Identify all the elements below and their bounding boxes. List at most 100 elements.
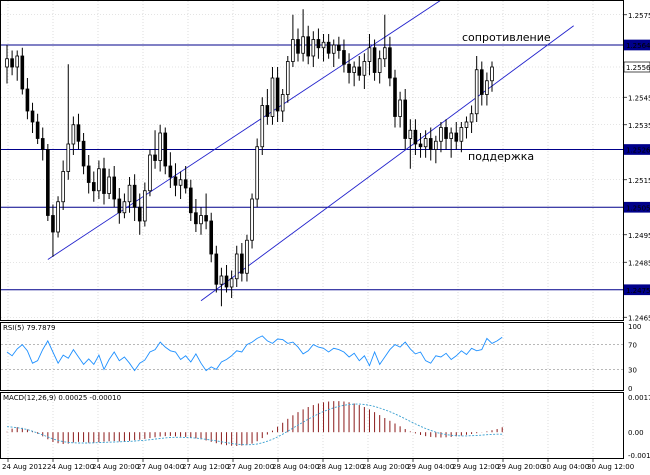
price-tick-label: 1.2485 [628,259,650,267]
candle-bearish [184,180,187,188]
candle-bearish [297,40,300,54]
candle-bearish [118,199,121,213]
candle-bullish [378,59,381,73]
candle-bearish [358,67,361,75]
candle-bearish [429,139,432,150]
price-tick-label: 1.2505 [626,204,650,212]
candle-bearish [240,254,243,273]
candle-bearish [327,42,330,53]
candle-bullish [281,95,284,112]
candle-bearish [215,254,218,284]
candle-bullish [440,128,443,142]
candle-bearish [276,78,279,111]
resistance-label: сопротивление [462,31,551,44]
candle-bearish [103,169,106,194]
candle-bearish [307,37,310,56]
time-tick-label: 29 Aug 12:00 [452,463,499,471]
time-tick-label: 24 Aug 12:00 [47,463,94,471]
candle-bearish [189,188,192,213]
price-tick-label: 1.2465 [628,314,650,322]
candle-bullish [57,202,60,232]
rsi-tick-label: 100 [628,323,641,331]
candle-bullish [434,141,437,149]
candle-bearish [52,216,55,233]
rsi-tick-label: 0 [628,385,632,393]
candle-bearish [113,177,116,199]
time-tick-label: 28 Aug 04:00 [272,463,319,471]
candle-bullish [251,199,254,240]
candle-bearish [31,111,34,122]
candle-bearish [194,213,197,224]
candle-bearish [92,183,95,191]
candle-bearish [373,48,376,73]
candle-bearish [343,51,346,65]
candle-bullish [108,177,111,194]
candle-bullish [470,114,473,122]
candle-bullish [409,130,412,138]
candle-bearish [455,133,458,141]
candle-bearish [164,133,167,166]
candle-bullish [465,122,468,128]
candle-bullish [491,67,494,81]
candle-bullish [159,133,162,161]
macd-tick-label: 0.00 [628,429,644,437]
candle-bullish [460,128,463,142]
time-tick-label: 29 Aug 20:00 [497,463,544,471]
candle-bearish [394,78,397,117]
price-tick-label: 1.2535 [628,122,650,130]
candle-bearish [11,59,14,67]
candle-bullish [353,67,356,73]
macd-tick-label: -0.00116 [628,452,650,460]
candle-bullish [143,191,146,221]
time-tick-label: 29 Aug 04:00 [407,463,454,471]
candle-bullish [179,180,182,186]
candle-bearish [337,45,340,51]
candle-bearish [414,130,417,144]
candle-bullish [67,144,70,172]
time-tick-label: 24 Aug 2012 [2,463,47,471]
candle-bullish [450,133,453,139]
candle-bearish [169,166,172,177]
candle-bearish [388,48,391,78]
candle-bearish [133,185,136,207]
candle-bullish [424,139,427,147]
candle-bullish [220,276,223,284]
rsi-tick-label: 70 [628,342,637,350]
rsi-title: RSI(5) 79.7879 [3,324,55,332]
price-tick-label: 1.2545 [628,94,650,102]
candle-bullish [246,240,249,273]
macd-title: MACD(12,26,9) 0.00025 -0.00010 [3,394,121,402]
price-tick-label: 1.2475 [626,287,650,295]
candle-bullish [128,185,131,202]
candle-bearish [480,70,483,95]
support-label: поддержка [468,150,534,163]
candle-bullish [72,125,75,144]
candle-bullish [475,70,478,114]
candle-bullish [230,279,233,287]
candle-bearish [404,100,407,139]
candle-bearish [419,144,422,147]
candle-bearish [36,122,39,139]
candle-bullish [302,37,305,54]
candle-bullish [62,172,65,202]
price-tick-label: 1.2575 [628,12,650,20]
candle-bearish [82,141,85,166]
candle-bearish [41,139,44,150]
candle-bullish [485,81,488,95]
time-tick-label: 27 Aug 04:00 [137,463,184,471]
price-tick-label: 1.2564 [626,42,650,50]
candle-bullish [383,48,386,59]
candle-bearish [317,40,320,48]
candle-bearish [87,166,90,183]
candle-bearish [266,106,269,117]
candle-bearish [26,89,29,111]
time-tick-label: 28 Aug 20:00 [362,463,409,471]
candle-bearish [46,150,49,216]
candle-bullish [322,42,325,48]
candle-bullish [332,45,335,53]
candle-bearish [174,177,177,185]
candle-bearish [210,221,213,254]
candle-bullish [312,40,315,57]
